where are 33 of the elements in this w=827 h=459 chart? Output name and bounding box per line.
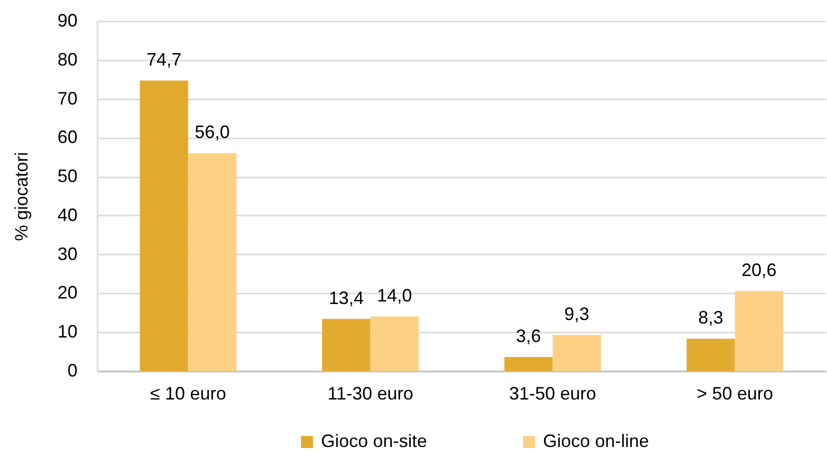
y-tick-label: 90 [57, 10, 78, 30]
x-tick-label: ≤ 10 euro [150, 384, 226, 404]
bar [322, 318, 370, 371]
bar [140, 80, 188, 371]
y-tick-label: 10 [57, 322, 78, 342]
x-tick-label: 11-30 euro [328, 384, 414, 404]
data-label: 20,6 [742, 260, 777, 280]
y-tick-label: 60 [57, 127, 78, 148]
x-tick-label: 31-50 euro [509, 384, 596, 404]
bar [504, 357, 553, 371]
legend-label: Gioco on-site [321, 431, 428, 451]
data-label: 9,3 [564, 304, 590, 324]
y-tick-label: 80 [57, 49, 78, 70]
bar [188, 153, 236, 371]
y-tick-label: 30 [57, 244, 78, 264]
data-label: 74,7 [146, 50, 182, 70]
y-axis-title: % giocatori [11, 152, 32, 242]
legend-label: Gioco on-line [543, 431, 650, 451]
data-label: 14,0 [377, 286, 412, 306]
y-tick-label: 0 [67, 360, 78, 380]
y-tick-label: 50 [57, 166, 78, 186]
data-label: 13,4 [328, 288, 364, 308]
data-label: 8,3 [698, 308, 724, 328]
bar [686, 338, 735, 371]
y-tick-label: 70 [57, 88, 78, 108]
y-tick-label: 40 [57, 204, 78, 225]
x-tick-label: > 50 euro [696, 384, 774, 404]
data-label: 3,6 [516, 326, 541, 346]
y-tick-label: 20 [57, 282, 78, 303]
bar [370, 316, 419, 371]
data-label: 56,0 [194, 122, 230, 142]
bar [734, 290, 784, 371]
bar [552, 334, 601, 371]
